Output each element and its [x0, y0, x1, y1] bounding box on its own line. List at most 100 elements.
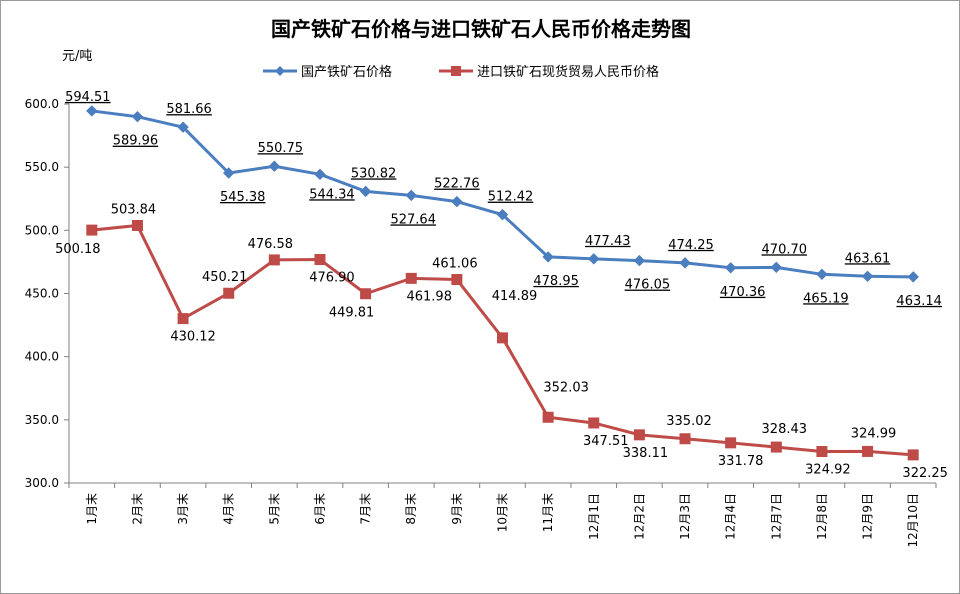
data-point-marker [405, 272, 417, 284]
data-label: 500.18 [55, 242, 101, 257]
x-tick-label: 5月末 [267, 493, 281, 525]
legend-marker [451, 66, 461, 76]
data-point-marker [542, 411, 554, 423]
data-point-marker [725, 437, 737, 449]
data-label: 530.82 [351, 166, 397, 181]
data-label: 465.19 [803, 291, 849, 306]
data-label: 478.95 [533, 274, 579, 289]
data-point-marker [131, 219, 143, 231]
x-tick-label: 11月末 [541, 493, 555, 532]
data-label: 545.38 [220, 190, 266, 205]
data-point-marker [497, 332, 508, 344]
y-tick-label: 600.0 [25, 97, 59, 111]
data-point-marker [451, 274, 463, 286]
data-label: 470.36 [720, 285, 766, 300]
data-label: 414.89 [492, 289, 538, 304]
data-label: 461.98 [406, 289, 452, 304]
data-point-marker [679, 257, 691, 269]
data-point-marker [223, 167, 235, 179]
x-tick-label: 12月7日 [769, 493, 783, 540]
axes: 300.0 350.0 400.0 450.0 500.0 550.0 600.0 1月末 2月… [25, 97, 937, 548]
data-label: 463.61 [845, 251, 891, 266]
y-tick-label: 550.0 [25, 160, 59, 174]
data-point-marker [268, 254, 280, 266]
data-label: 594.51 [65, 90, 111, 105]
data-label: 474.25 [668, 238, 714, 253]
data-label: 527.64 [390, 212, 436, 227]
data-label: 430.12 [170, 330, 216, 345]
data-label: 335.02 [666, 414, 712, 429]
legend-marker [275, 66, 285, 76]
data-label: 470.70 [762, 242, 808, 257]
data-label: 347.51 [583, 434, 629, 449]
series-layer: 594.51 589.96 581.66 545.38 550.75 544.34 530.… [55, 90, 948, 481]
legend-label: 国产铁矿石价格 [301, 64, 392, 80]
data-point-marker [405, 189, 417, 202]
data-label: 522.76 [434, 177, 480, 192]
data-label: 581.66 [166, 102, 212, 117]
data-point-marker [816, 268, 828, 281]
data-label: 476.05 [625, 278, 671, 293]
data-label: 544.34 [309, 187, 355, 202]
x-tick-label: 3月末 [176, 493, 190, 525]
x-tick-label: 12月2日 [632, 493, 646, 540]
data-label: 477.43 [585, 234, 631, 249]
data-point-marker [633, 429, 645, 441]
x-tick-label: 12月9日 [861, 493, 875, 540]
data-label: 328.43 [762, 422, 808, 437]
x-tick-label: 7月末 [359, 493, 373, 525]
x-tick-label: 2月末 [130, 493, 144, 525]
x-tick-label: 8月末 [404, 493, 418, 525]
data-point-marker [816, 446, 828, 458]
data-point-marker [724, 262, 737, 274]
y-tick-label: 350.0 [25, 413, 59, 427]
data-point-marker [679, 433, 691, 445]
data-label: 449.81 [329, 306, 375, 321]
data-label: 322.25 [902, 466, 948, 481]
data-point-marker [907, 271, 919, 283]
y-axis-unit: 元/吨 [62, 49, 92, 64]
data-label: 352.03 [543, 380, 589, 395]
data-label: 463.14 [896, 294, 942, 309]
data-label: 461.06 [432, 257, 478, 272]
y-tick-label: 400.0 [25, 350, 59, 364]
data-point-marker [177, 121, 189, 133]
data-label: 324.99 [851, 426, 897, 441]
data-label: 476.58 [248, 237, 294, 252]
data-point-marker [862, 445, 874, 457]
data-point-marker [360, 288, 372, 300]
data-point-marker [223, 287, 235, 299]
data-point-marker [770, 441, 782, 453]
data-label: 476.90 [309, 271, 355, 286]
data-point-marker [588, 253, 600, 265]
legend: 国产铁矿石价格 进口铁矿石现货贸易人民币价格 [263, 64, 659, 80]
data-point-marker [131, 110, 144, 123]
data-point-marker [588, 417, 600, 429]
y-tick-label: 450.0 [25, 287, 59, 301]
data-label: 450.21 [202, 270, 248, 285]
x-tick-label: 10月末 [496, 493, 510, 532]
legend-label: 进口铁矿石现货贸易人民币价格 [477, 64, 659, 80]
data-point-marker [496, 208, 509, 221]
data-point-marker [86, 105, 98, 117]
y-tick-label: 300.0 [25, 476, 59, 490]
x-tick-label: 12月3日 [678, 493, 692, 540]
data-point-marker [861, 270, 874, 283]
data-point-marker [314, 254, 326, 266]
data-label: 338.11 [623, 446, 669, 461]
x-tick-label: 12月1日 [587, 493, 601, 540]
data-label: 512.42 [488, 190, 534, 205]
x-tick-label: 6月末 [313, 493, 327, 525]
data-point-marker [542, 251, 554, 263]
x-tick-label: 1月末 [85, 493, 99, 525]
x-tick-label: 4月末 [222, 493, 236, 525]
data-point-marker [268, 160, 281, 172]
y-tick-label: 500.0 [25, 223, 59, 237]
data-point-marker [770, 261, 782, 274]
data-point-marker [177, 313, 189, 325]
series-1: 594.51 589.96 581.66 545.38 550.75 544.34 530.… [65, 90, 942, 309]
data-label: 503.84 [111, 202, 157, 217]
x-tick-label: 12月10日 [906, 493, 920, 548]
